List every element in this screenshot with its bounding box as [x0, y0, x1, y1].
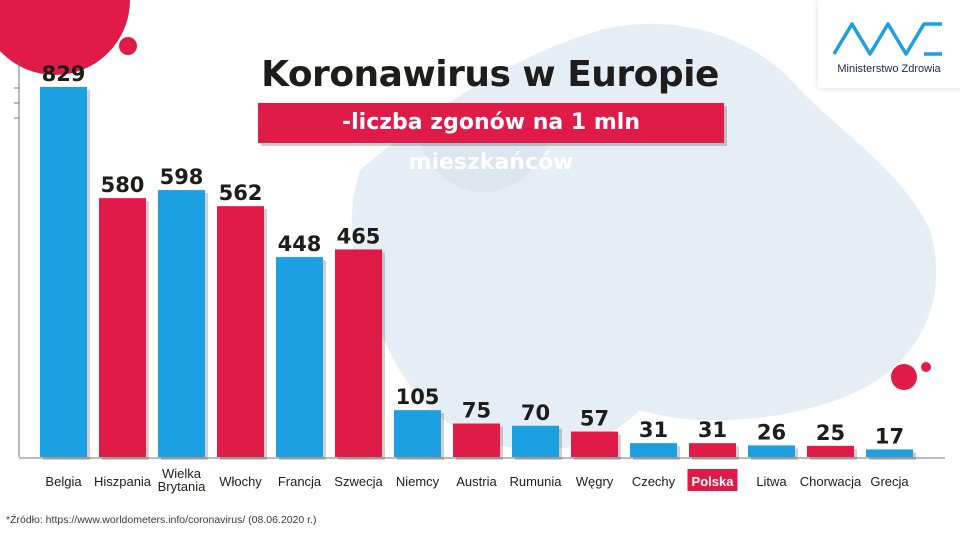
bar-value-label: 829: [42, 62, 86, 86]
category-label: Włochy: [219, 474, 262, 489]
chart-subtitle: -liczba zgonów na 1 mln mieszkańców: [258, 103, 724, 175]
bar-value-label: 580: [101, 173, 145, 197]
bar-value-label: 31: [698, 418, 727, 442]
bar: [453, 423, 500, 457]
category-label: Austria: [456, 474, 497, 489]
bar-value-label: 562: [219, 181, 263, 205]
bar: [335, 249, 382, 457]
category-label: Hiszpania: [94, 474, 152, 489]
virus-dot-icon: [119, 37, 137, 55]
bar: [807, 445, 854, 457]
bar: [512, 425, 559, 457]
bar: [217, 206, 264, 457]
source-note: *Źródło: https://www.worldometers.info/c…: [6, 514, 317, 526]
category-label: Szwecja: [334, 474, 383, 489]
category-label: Czechy: [632, 474, 676, 489]
bar-value-label: 598: [160, 165, 204, 189]
logo-name: Ministerstwo Zdrowia: [837, 63, 941, 75]
bar-value-label: 465: [337, 224, 381, 248]
bar-value-label: 448: [278, 232, 322, 256]
bar-value-label: 75: [462, 399, 491, 423]
bar-value-label: 105: [396, 385, 440, 409]
bar: [276, 257, 323, 457]
logo-box: Ministerstwo Zdrowia: [818, 0, 960, 88]
bar-value-label: 26: [757, 420, 786, 444]
bar: [689, 443, 736, 457]
bar: [630, 443, 677, 457]
category-label: Wielka Brytania: [158, 466, 206, 494]
bar: [158, 190, 205, 457]
category-label: Belgia: [45, 474, 82, 489]
virus-decoration-icon: [0, 0, 130, 75]
bar: [748, 445, 795, 457]
bar-value-label: 25: [816, 421, 845, 445]
bar: [394, 410, 441, 457]
category-label: Chorwacja: [800, 474, 862, 489]
bar-value-label: 70: [521, 401, 550, 425]
chart-title: Koronawirus w Europie: [261, 54, 719, 95]
bar-value-label: 31: [639, 418, 668, 442]
virus-dot-icon: [921, 362, 931, 372]
category-label: Polska: [692, 474, 735, 489]
bar: [866, 449, 913, 457]
ministry-of-health-logo-icon: [832, 22, 942, 56]
category-label: Grecja: [870, 474, 909, 489]
category-label: Rumunia: [509, 474, 562, 489]
bar: [99, 198, 146, 457]
category-label: Niemcy: [396, 474, 440, 489]
category-label: Francja: [278, 474, 322, 489]
bar: [40, 87, 87, 457]
category-label: Węgry: [576, 474, 614, 489]
bar-value-label: 57: [580, 407, 609, 431]
virus-dot-icon: [891, 364, 917, 390]
highlight-label-bg: [687, 469, 738, 491]
category-label: Litwa: [756, 474, 787, 489]
bar: [571, 431, 618, 457]
bar-value-label: 17: [875, 424, 904, 448]
